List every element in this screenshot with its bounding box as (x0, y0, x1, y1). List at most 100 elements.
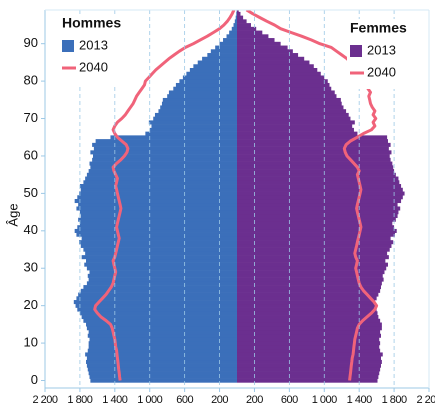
bar (197, 60, 237, 65)
bar (237, 150, 392, 155)
bar (83, 180, 238, 185)
bar (162, 97, 237, 102)
bar (237, 225, 395, 230)
bar (237, 34, 269, 39)
bar (237, 199, 402, 204)
bar (83, 247, 238, 252)
bar (90, 378, 237, 383)
x-tick-label: 1 000 (137, 394, 162, 406)
bar (151, 124, 237, 129)
bar (237, 154, 390, 159)
bar (237, 359, 382, 364)
bar (92, 142, 237, 147)
bar (92, 157, 237, 162)
bar (85, 251, 238, 256)
bar (237, 311, 378, 316)
bar (234, 19, 237, 24)
bar (237, 97, 341, 102)
bar (236, 11, 237, 16)
bar (237, 124, 353, 129)
bar (79, 221, 237, 226)
bar (237, 262, 388, 267)
bar (237, 303, 376, 308)
bar (237, 266, 387, 271)
bar (86, 326, 238, 331)
bar (237, 255, 389, 260)
bar (90, 165, 237, 170)
bar (81, 255, 238, 260)
bar (84, 262, 237, 267)
bar (237, 378, 378, 383)
y-tick-label: 30 (24, 260, 38, 275)
bar (210, 49, 237, 54)
bar (237, 270, 385, 275)
bar (237, 277, 384, 282)
bar (237, 363, 381, 368)
bar (74, 199, 237, 204)
bar (88, 277, 238, 282)
y-tick-label: 70 (24, 110, 38, 125)
bar (93, 154, 237, 159)
bar (79, 191, 237, 196)
bar (76, 296, 237, 301)
bar (237, 300, 375, 305)
bar (237, 217, 396, 222)
bar (237, 296, 377, 301)
bar (79, 184, 237, 189)
bar (237, 251, 388, 256)
bar (237, 344, 380, 350)
bar (237, 45, 288, 50)
x-tick-label: 2 200 (416, 394, 435, 406)
bar (83, 285, 238, 290)
x-tick-label: 600 (281, 394, 298, 406)
bar (237, 348, 381, 353)
bar (226, 34, 237, 39)
bar (153, 116, 237, 121)
bar (149, 127, 237, 132)
x-tick-label: 1 000 (312, 394, 337, 406)
bar (86, 172, 238, 177)
bar (237, 15, 244, 20)
bar (74, 228, 237, 233)
bar (88, 169, 238, 174)
bar (86, 363, 238, 368)
bar (237, 11, 241, 16)
y-tick-label: 10 (24, 335, 38, 350)
bar (237, 165, 394, 170)
bar (237, 64, 314, 69)
bar (78, 202, 237, 207)
bar (237, 131, 358, 136)
bar (237, 371, 380, 376)
bar (237, 213, 398, 219)
bar (237, 49, 293, 54)
bar (237, 352, 383, 357)
bar (233, 23, 237, 28)
bar (76, 206, 237, 211)
bar (158, 109, 237, 114)
bar (237, 281, 382, 286)
bar (173, 86, 237, 91)
bar (145, 131, 237, 136)
legend-label: 2040 (79, 59, 108, 74)
y-tick-label: 20 (24, 297, 38, 312)
x-tick-label: 200 (211, 394, 228, 406)
bar (78, 292, 237, 297)
bar (237, 243, 392, 248)
bar (231, 26, 237, 31)
bar (237, 176, 399, 181)
bar (237, 82, 330, 88)
bar (85, 176, 238, 181)
bar (86, 266, 238, 271)
legend-title: Femmes (350, 20, 407, 36)
x-tick-label: 1 400 (102, 394, 127, 406)
bar (237, 180, 400, 185)
bar (237, 127, 354, 132)
x-tick-label: 1 800 (382, 394, 407, 406)
bar (229, 30, 237, 35)
bar (237, 326, 382, 331)
bar (237, 38, 275, 43)
bar (77, 225, 237, 230)
bar (87, 348, 237, 353)
bar (161, 101, 237, 106)
x-tick-label: 200 (246, 394, 263, 406)
